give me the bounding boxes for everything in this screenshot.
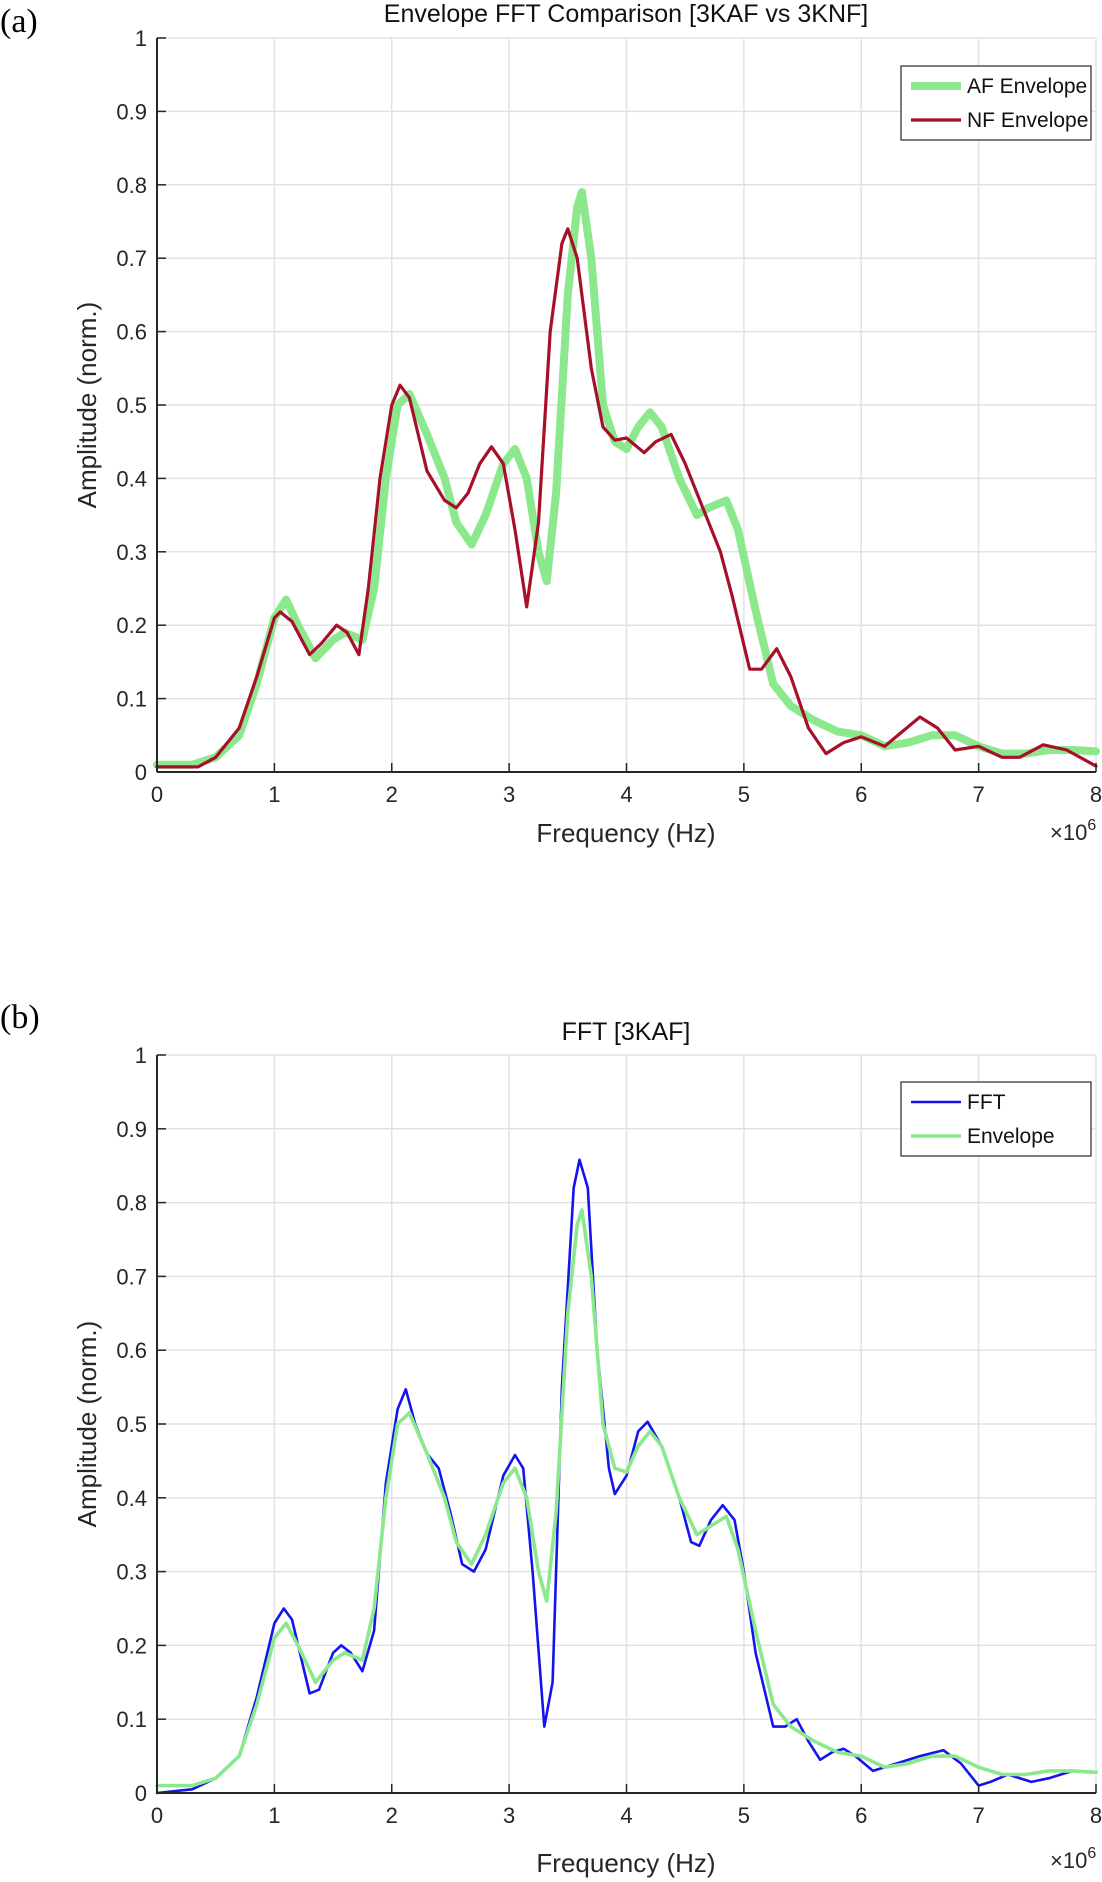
- x-tick-label: 4: [620, 782, 632, 807]
- x-multiplier-b: ×106: [1050, 1845, 1096, 1873]
- y-tick-label: 0.6: [116, 320, 147, 345]
- y-tick-label: 0: [135, 1781, 147, 1806]
- x-tick-label: 7: [973, 1803, 985, 1828]
- panel-label-a: (a): [0, 3, 38, 40]
- legend-box: [900, 1081, 1092, 1157]
- legend-box: [900, 65, 1092, 141]
- x-tick-label: 6: [855, 1803, 867, 1828]
- x-tick-label: 8: [1090, 782, 1102, 807]
- y-tick-label: 0.3: [116, 1560, 147, 1585]
- plot-area-0: 0 1 2 3 4 5 6 7 8 0 0.1 0.2 0.3 0.4 0.5 0.6 0.7 0.8 0.9 1 AF…: [116, 26, 1102, 807]
- y-tick-label: 0.2: [116, 613, 147, 638]
- y-tick-label: 0.5: [116, 1412, 147, 1437]
- y-tick-label: 0.3: [116, 540, 147, 565]
- y-tick-label: 0.1: [116, 1707, 147, 1732]
- y-axis-label-b: Amplitude (norm.): [72, 1321, 102, 1528]
- x-tick-label: 1: [268, 782, 280, 807]
- x-tick-label: 5: [738, 1803, 750, 1828]
- y-tick-label: 0.9: [116, 1117, 147, 1142]
- series-line-nf-envelope: [155, 227, 1098, 769]
- panel-label-b: (b): [0, 999, 40, 1036]
- y-tick-label: 0.4: [116, 466, 147, 491]
- x-tick-label: 2: [386, 782, 398, 807]
- x-tick-label: 0: [151, 1803, 163, 1828]
- y-tick-label: 0.2: [116, 1633, 147, 1658]
- plot-area-1: 0 1 2 3 4 5 6 7 8 0 0.1 0.2 0.3 0.4 0.5 0.6 0.7 0.8 0.9 1 FF…: [116, 1043, 1102, 1828]
- x-tick-label: 2: [386, 1803, 398, 1828]
- series-line-fft: [155, 1158, 1098, 1795]
- legend-entry: FFT: [967, 1091, 1006, 1114]
- x-multiplier-a: ×106: [1050, 817, 1096, 845]
- y-tick-label: 0.4: [116, 1486, 147, 1511]
- legend-entry: Envelope: [967, 1125, 1055, 1148]
- x-tick-label: 3: [503, 1803, 515, 1828]
- legend-entry: NF Envelope: [967, 109, 1088, 132]
- legend: FFT Envelope: [900, 1081, 1092, 1157]
- y-tick-label: 1: [135, 1043, 147, 1068]
- y-tick-label: 0.1: [116, 687, 147, 712]
- y-tick-label: 0: [135, 760, 147, 785]
- y-tick-label: 0.7: [116, 1264, 147, 1289]
- x-tick-label: 6: [855, 782, 867, 807]
- legend-entry: AF Envelope: [967, 75, 1087, 98]
- y-tick-label: 1: [135, 26, 147, 51]
- series-line-envelope: [155, 1208, 1098, 1788]
- chart-title-a: Envelope FFT Comparison [3KAF vs 3KNF]: [384, 0, 868, 28]
- x-tick-label: 5: [738, 782, 750, 807]
- y-tick-label: 0.8: [116, 173, 147, 198]
- x-axis-label-b: Frequency (Hz): [536, 1848, 715, 1878]
- x-tick-label: 7: [973, 782, 985, 807]
- y-tick-label: 0.8: [116, 1191, 147, 1216]
- x-tick-label: 1: [268, 1803, 280, 1828]
- x-tick-label: 3: [503, 782, 515, 807]
- legend: AF Envelope NF Envelope: [900, 65, 1092, 141]
- x-tick-label: 4: [620, 1803, 632, 1828]
- y-tick-label: 0.5: [116, 393, 147, 418]
- y-axis-label-a: Amplitude (norm.): [72, 302, 102, 509]
- chart-title-b: FFT [3KAF]: [562, 1018, 691, 1046]
- x-tick-label: 8: [1090, 1803, 1102, 1828]
- y-tick-label: 0.9: [116, 99, 147, 124]
- x-tick-label: 0: [151, 782, 163, 807]
- y-tick-label: 0.7: [116, 246, 147, 271]
- y-tick-label: 0.6: [116, 1338, 147, 1363]
- x-axis-label-a: Frequency (Hz): [536, 818, 715, 848]
